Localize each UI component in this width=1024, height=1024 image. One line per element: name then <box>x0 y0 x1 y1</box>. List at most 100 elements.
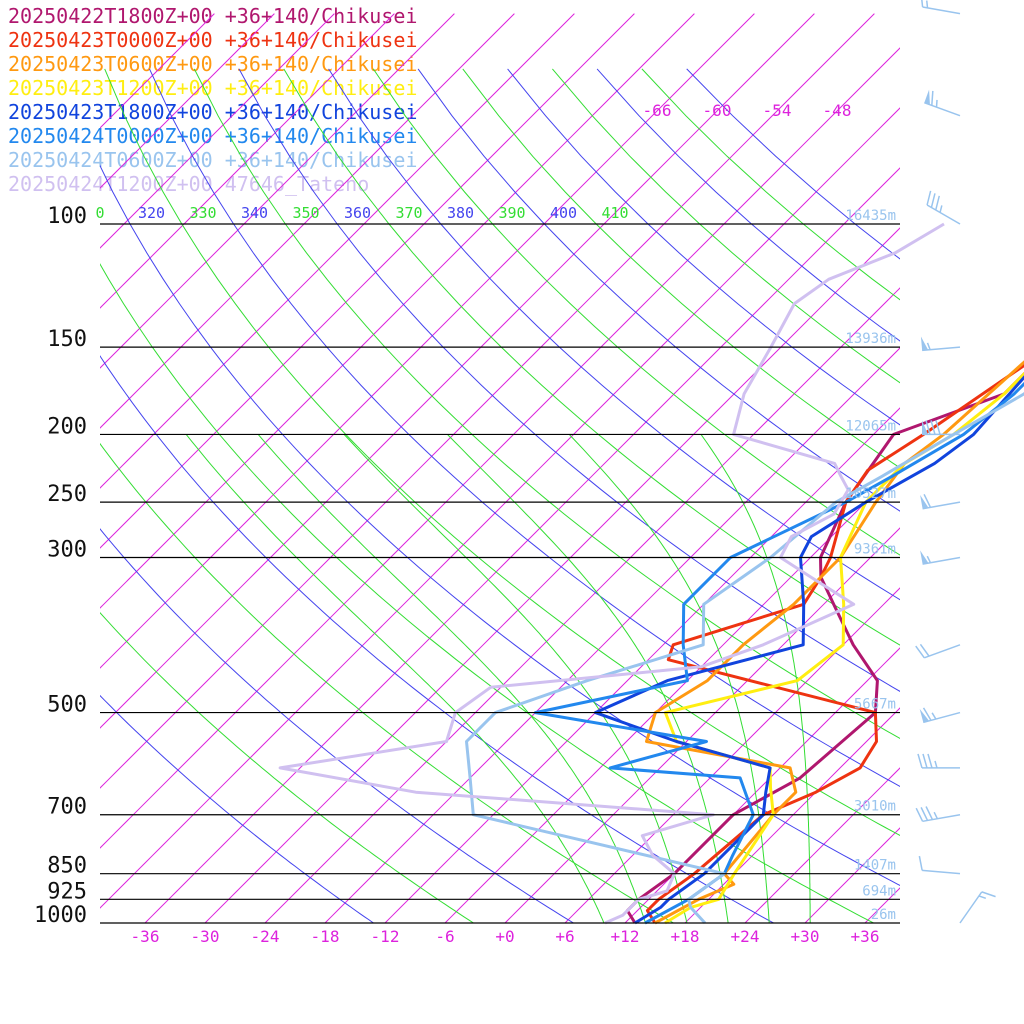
adiabat <box>193 68 900 739</box>
sounding-line <box>533 381 1024 925</box>
isotherm <box>100 13 755 669</box>
pressure-label: 100 <box>47 204 87 229</box>
isotherm <box>264 287 900 923</box>
height-label: 26m <box>871 907 896 923</box>
theta-label: 390 <box>498 204 525 222</box>
legend-entry: 20250422T1800Z+00 +36+140/Chikusei <box>8 4 418 28</box>
isotherm <box>384 407 900 923</box>
pressure-label: 200 <box>47 414 87 439</box>
sounding-line <box>645 363 1024 924</box>
wind-barb <box>915 806 961 823</box>
height-label: 3010m <box>854 799 896 815</box>
temperature-tick-label: -12 <box>371 927 400 946</box>
height-label: 5667m <box>854 697 896 713</box>
isotherm <box>204 227 900 923</box>
pressure-label: 1000 <box>34 903 87 928</box>
isotherm <box>100 107 900 909</box>
isotherm <box>744 767 900 923</box>
isotherm <box>804 827 900 923</box>
moist-adiabat <box>257 434 647 923</box>
moist-adiabat <box>700 434 811 923</box>
temperature-tick-label: +36 <box>851 927 880 946</box>
adiabat <box>238 68 900 692</box>
isotherm <box>100 13 695 609</box>
isotherm <box>100 13 215 129</box>
moist-adiabat <box>568 434 770 923</box>
adiabat <box>100 694 375 923</box>
sounding-profiles <box>278 222 1024 925</box>
temperature-tick-label: +12 <box>611 927 640 946</box>
temperature-tick-label: +6 <box>555 927 574 946</box>
isotherm <box>684 707 900 923</box>
sounding-line <box>625 371 1024 924</box>
theta-label: 330 <box>189 204 216 222</box>
adiabat <box>507 68 900 426</box>
moist-adiabat <box>185 434 605 923</box>
adiabat <box>100 442 675 923</box>
height-label: 1407m <box>854 858 896 874</box>
temperature-tick-label: -36 <box>131 927 160 946</box>
sounding-line <box>593 375 1024 925</box>
adiabat <box>100 263 875 923</box>
adiabat <box>283 68 900 646</box>
legend-entry: 20250424T1200Z+00 47646_Tateno <box>8 172 370 196</box>
height-label: 10527m <box>845 486 896 502</box>
isotherm <box>100 13 875 789</box>
upper-isotherm-label: -54 <box>763 101 792 120</box>
wind-barb <box>920 336 961 352</box>
legend-entry: 20250423T1800Z+00 +36+140/Chikusei <box>8 100 418 124</box>
height-label: 13936m <box>845 331 896 347</box>
adiabat <box>596 68 900 342</box>
theta-label: 370 <box>395 204 422 222</box>
adiabat <box>100 612 475 923</box>
isotherm <box>504 527 900 923</box>
theta-label: 350 <box>292 204 319 222</box>
sounding-line <box>663 371 1024 925</box>
legend-entry: 20250424T0600Z+00 +36+140/Chikusei <box>8 148 418 172</box>
legend-entry: 20250423T1200Z+00 +36+140/Chikusei <box>8 76 418 100</box>
wind-barb <box>918 855 961 875</box>
wind-barb <box>920 550 961 565</box>
wind-barb <box>920 493 961 510</box>
sounding-line <box>645 360 1024 925</box>
isotherm <box>100 13 275 189</box>
wind-barb <box>915 643 961 659</box>
isotherm <box>444 467 900 923</box>
theta-label: 400 <box>550 204 577 222</box>
adiabat <box>328 68 900 601</box>
pressure-label: 700 <box>47 795 87 820</box>
temperature-tick-label: -6 <box>435 927 454 946</box>
wind-barb <box>926 190 961 225</box>
theta-label: 0 <box>95 204 104 222</box>
pressure-label: 850 <box>47 854 87 879</box>
legend: 20250422T1800Z+00 +36+140/Chikusei 202504… <box>8 4 417 196</box>
wind-barbs <box>915 0 996 924</box>
isotherm <box>564 587 900 923</box>
height-label: 9361m <box>854 542 896 558</box>
pressure-label: 300 <box>47 538 87 563</box>
pressure-label: 925 <box>47 879 87 904</box>
wind-barb <box>919 707 961 724</box>
upper-isotherm-label: -48 <box>823 101 852 120</box>
isotherm <box>100 47 900 849</box>
isotherm <box>100 13 815 729</box>
temperature-tick-label: +24 <box>731 927 760 946</box>
wind-barb <box>959 891 996 924</box>
adiabat <box>149 68 900 787</box>
theta-label: 360 <box>344 204 371 222</box>
pressure-label: 150 <box>47 327 87 352</box>
adiabat <box>104 68 900 837</box>
moist-adiabat <box>343 434 688 923</box>
legend-entry: 20250423T0600Z+00 +36+140/Chikusei <box>8 52 418 76</box>
legend-entry: 20250424T0000Z+00 +36+140/Chikusei <box>8 124 418 148</box>
temperature-tick-label: -18 <box>311 927 340 946</box>
isotherm <box>100 13 575 489</box>
wind-barb <box>922 420 960 436</box>
theta-label: 380 <box>447 204 474 222</box>
theta-label: 320 <box>138 204 165 222</box>
upper-isotherm-label: -60 <box>703 101 732 120</box>
adiabat <box>100 528 575 923</box>
isotherm <box>324 347 900 923</box>
adiabat <box>372 68 900 556</box>
